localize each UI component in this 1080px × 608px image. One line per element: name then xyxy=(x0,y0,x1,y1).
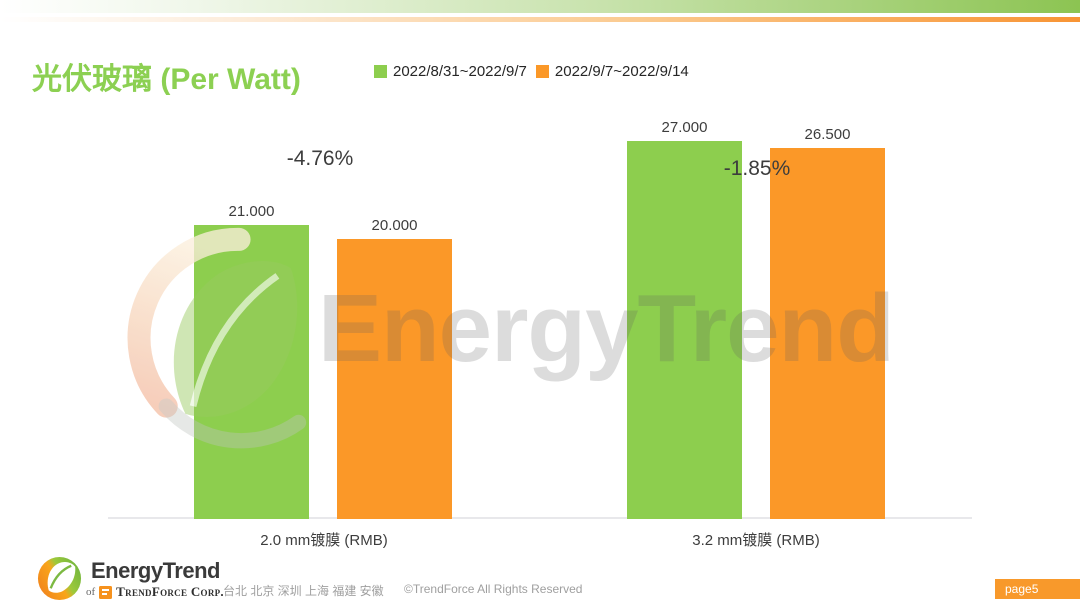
bar-value-label: 21.000 xyxy=(228,203,275,220)
bar-column-3.2mm-week1: 27.000 xyxy=(627,119,742,519)
legend-swatch-green-icon xyxy=(374,65,387,78)
bar-column-3.2mm-week2: 26.500 xyxy=(770,126,885,519)
bar-value-label: 27.000 xyxy=(661,119,708,136)
footer-locations: 台北 北京 深圳 上海 福建 安徽 xyxy=(223,584,384,598)
footer-brand-subline: of TrendForce Corp. xyxy=(86,584,224,600)
footer-brand-text: EnergyTrend xyxy=(91,558,220,583)
x-axis-baseline xyxy=(108,517,972,519)
legend-label-week2: 2022/9/7~2022/9/14 xyxy=(554,63,689,80)
bar-2.0mm-week1 xyxy=(194,225,309,519)
bar-value-label: 26.500 xyxy=(804,126,851,143)
category-label-2.0mm: 2.0 mm镀膜 (RMB) xyxy=(260,532,388,549)
legend-item-week2: 2022/9/7~2022/9/14 xyxy=(535,63,689,80)
bar-column-2.0mm-week1: 21.000 xyxy=(194,203,309,519)
bar-value-label: 20.000 xyxy=(371,217,418,234)
category-label-3.2mm: 3.2 mm镀膜 (RMB) xyxy=(692,532,820,549)
page-number-badge: page5 xyxy=(995,579,1080,599)
legend-label-week1: 2022/8/31~2022/9/7 xyxy=(393,63,527,80)
footer-copyright: ©TrendForce All Rights Reserved xyxy=(404,582,583,596)
trendforce-mark-icon xyxy=(99,585,113,599)
bar-2.0mm-week2 xyxy=(337,239,452,519)
top-accent-bar-orange xyxy=(0,17,1080,22)
bar-3.2mm-week1 xyxy=(627,141,742,519)
bar-column-2.0mm-week2: 20.000 xyxy=(337,217,452,519)
energytrend-logo-icon xyxy=(37,556,82,601)
chart-legend: 2022/8/31~2022/9/7 2022/9/7~2022/9/14 xyxy=(374,63,689,80)
legend-swatch-orange-icon xyxy=(535,65,549,78)
footer-of-text: of xyxy=(86,586,96,598)
legend-item-week1: 2022/8/31~2022/9/7 xyxy=(374,63,527,80)
top-accent-bar-green xyxy=(0,0,1080,13)
page-title: 光伏玻璃 (Per Watt) xyxy=(32,63,301,96)
footer-trendforce-text: TrendForce Corp. xyxy=(116,584,224,599)
bar-3.2mm-week2 xyxy=(770,148,885,519)
change-annotation-3.2mm: -1.85% xyxy=(723,157,791,180)
change-annotation-2.0mm: -4.76% xyxy=(286,147,354,170)
